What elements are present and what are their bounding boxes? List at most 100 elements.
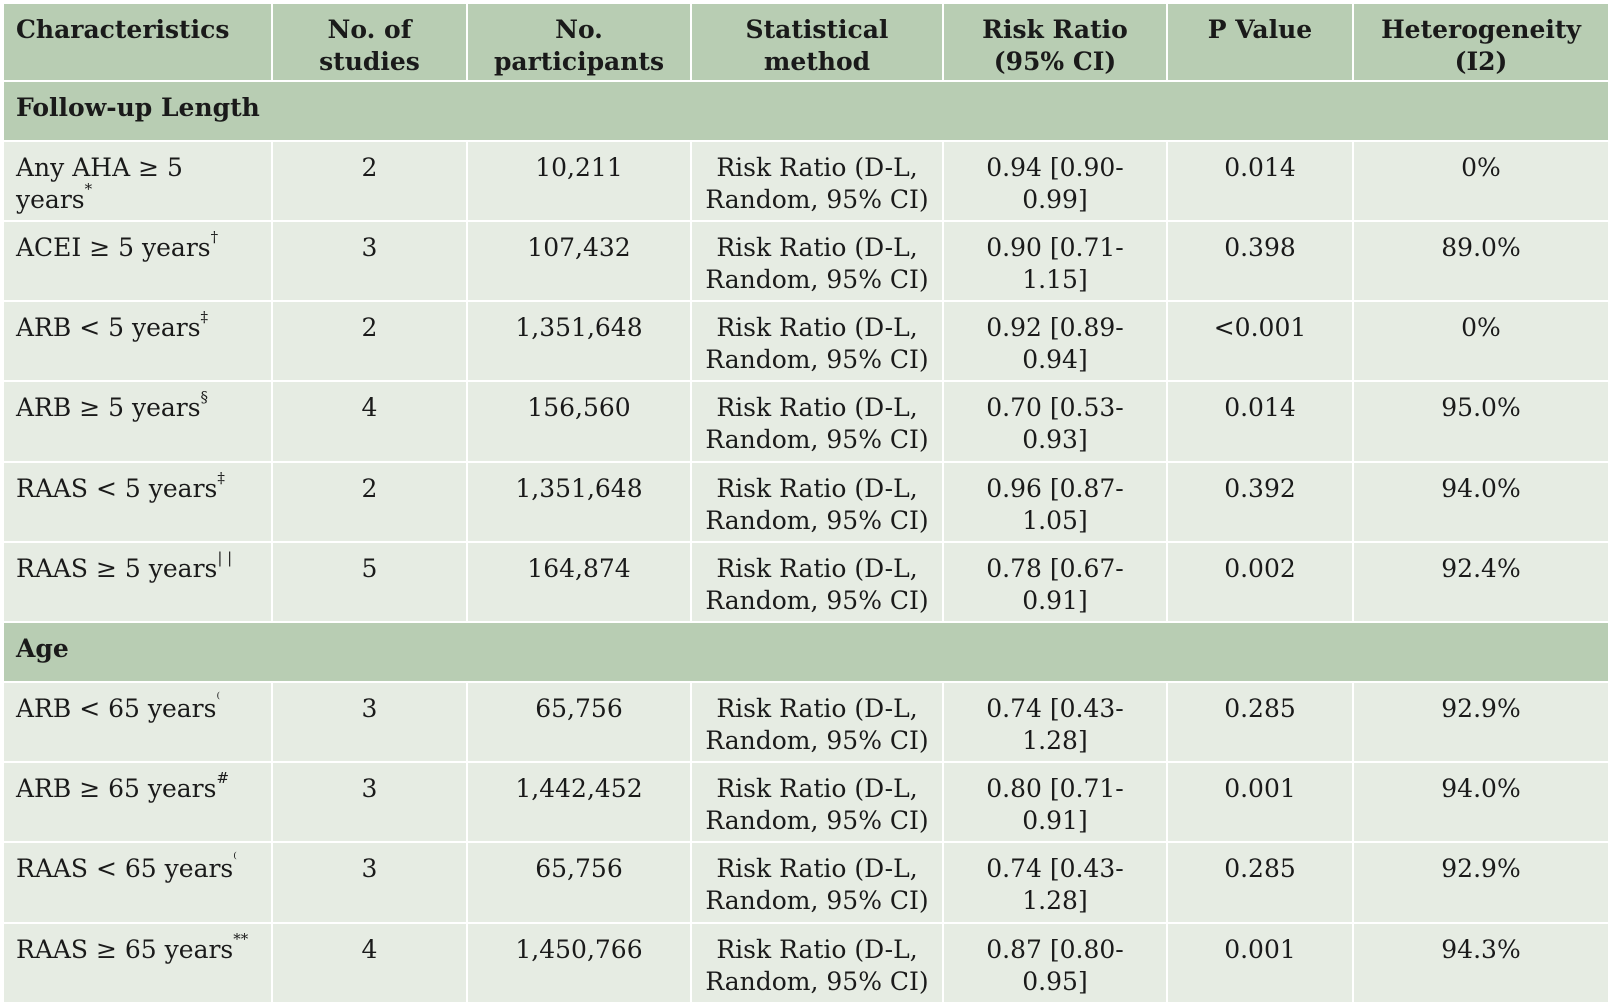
cell-no-of-studies: 4 xyxy=(271,921,468,1005)
table-row: RAAS ≥ 5 years| | 5 164,874 Risk Ratio (D-L… xyxy=(2,540,1610,624)
cell-no-participants: 65,756 xyxy=(466,841,692,924)
cell-characteristic: ARB < 5 years‡ xyxy=(2,300,273,383)
header-p-value: P Value xyxy=(1166,2,1354,82)
cell-heterogeneity: 0% xyxy=(1352,139,1610,222)
cell-characteristic: ARB ≥ 65 years# xyxy=(2,761,273,844)
cell-p-value: 0.001 xyxy=(1166,761,1354,844)
cell-statistical-method: Risk Ratio (D-L, Random, 95% CI) xyxy=(690,841,944,924)
footnote-mark: ‡ xyxy=(200,308,209,327)
cell-no-of-studies: 2 xyxy=(271,460,468,543)
cell-risk-ratio: 0.74 [0.43-1.28] xyxy=(942,841,1168,924)
header-risk-ratio: Risk Ratio (95% CI) xyxy=(942,2,1168,82)
characteristic-label: RAAS ≥ 5 years xyxy=(16,553,218,583)
footnote-mark: | | xyxy=(217,548,233,567)
cell-no-participants: 164,874 xyxy=(466,540,692,624)
cell-no-of-studies: 4 xyxy=(271,380,468,463)
characteristic-label: RAAS < 5 years xyxy=(16,473,218,503)
cell-no-participants: 1,351,648 xyxy=(466,300,692,383)
cell-heterogeneity: 0% xyxy=(1352,300,1610,383)
characteristic-label: ARB ≥ 65 years xyxy=(16,774,217,804)
cell-risk-ratio: 0.80 [0.71-0.91] xyxy=(942,761,1168,844)
cell-no-of-studies: 5 xyxy=(271,540,468,624)
cell-no-participants: 107,432 xyxy=(466,219,692,303)
cell-statistical-method: Risk Ratio (D-L, Random, 95% CI) xyxy=(690,300,944,383)
cell-p-value: 0.392 xyxy=(1166,460,1354,543)
cell-p-value: 0.285 xyxy=(1166,680,1354,764)
header-characteristics: Characteristics xyxy=(2,2,273,82)
cell-heterogeneity: 92.9% xyxy=(1352,841,1610,924)
footnote-mark: ⁽ xyxy=(233,849,237,868)
header-heterogeneity: Heterogeneity (I2) xyxy=(1352,2,1610,82)
table-row: RAAS ≥ 65 years** 4 1,450,766 Risk Ratio (D… xyxy=(2,921,1610,1005)
cell-no-of-studies: 2 xyxy=(271,139,468,222)
section-title: Age xyxy=(2,621,1610,683)
cell-heterogeneity: 92.9% xyxy=(1352,680,1610,764)
table-row: RAAS < 65 years⁽ 3 65,756 Risk Ratio (D-L, … xyxy=(2,841,1610,924)
header-no-of-studies: No. of studies xyxy=(271,2,468,82)
cell-risk-ratio: 0.94 [0.90-0.99] xyxy=(942,139,1168,222)
cell-statistical-method: Risk Ratio (D-L, Random, 95% CI) xyxy=(690,139,944,222)
table-row: RAAS < 5 years‡ 2 1,351,648 Risk Ratio (D-L… xyxy=(2,460,1610,543)
cell-no-of-studies: 3 xyxy=(271,219,468,303)
characteristic-label: ARB ≥ 5 years xyxy=(16,393,201,423)
cell-no-of-studies: 3 xyxy=(271,761,468,844)
characteristic-label: ARB < 65 years xyxy=(16,693,217,723)
cell-characteristic: RAAS < 65 years⁽ xyxy=(2,841,273,924)
cell-no-of-studies: 2 xyxy=(271,300,468,383)
cell-risk-ratio: 0.70 [0.53-0.93] xyxy=(942,380,1168,463)
table-body: Follow-up Length Any AHA ≥ 5 years* 2 10,21… xyxy=(2,80,1610,1005)
cell-p-value: 0.285 xyxy=(1166,841,1354,924)
footnote-mark: * xyxy=(84,179,93,198)
table-row: ARB < 65 years⁽ 3 65,756 Risk Ratio (D-L, R… xyxy=(2,680,1610,764)
cell-statistical-method: Risk Ratio (D-L, Random, 95% CI) xyxy=(690,219,944,303)
cell-p-value: 0.014 xyxy=(1166,380,1354,463)
footnote-mark: § xyxy=(200,388,209,407)
characteristic-label: RAAS ≥ 65 years xyxy=(16,934,234,964)
cell-risk-ratio: 0.74 [0.43-1.28] xyxy=(942,680,1168,764)
cell-characteristic: ACEI ≥ 5 years† xyxy=(2,219,273,303)
cell-p-value: <0.001 xyxy=(1166,300,1354,383)
cell-no-participants: 1,351,648 xyxy=(466,460,692,543)
cell-characteristic: RAAS ≥ 5 years| | xyxy=(2,540,273,624)
cell-statistical-method: Risk Ratio (D-L, Random, 95% CI) xyxy=(690,761,944,844)
cell-risk-ratio: 0.92 [0.89-0.94] xyxy=(942,300,1168,383)
cell-heterogeneity: 95.0% xyxy=(1352,380,1610,463)
cell-risk-ratio: 0.96 [0.87-1.05] xyxy=(942,460,1168,543)
cell-heterogeneity: 94.3% xyxy=(1352,921,1610,1005)
section-row: Follow-up Length xyxy=(2,80,1610,142)
table-row: ARB ≥ 65 years# 3 1,442,452 Risk Ratio (D-L… xyxy=(2,761,1610,844)
cell-characteristic: Any AHA ≥ 5 years* xyxy=(2,139,273,222)
cell-heterogeneity: 94.0% xyxy=(1352,761,1610,844)
cell-no-participants: 1,450,766 xyxy=(466,921,692,1005)
cell-p-value: 0.002 xyxy=(1166,540,1354,624)
cell-no-of-studies: 3 xyxy=(271,680,468,764)
cell-heterogeneity: 92.4% xyxy=(1352,540,1610,624)
cell-no-participants: 156,560 xyxy=(466,380,692,463)
section-title: Follow-up Length xyxy=(2,80,1610,142)
cell-characteristic: RAAS < 5 years‡ xyxy=(2,460,273,543)
cell-risk-ratio: 0.87 [0.80-0.95] xyxy=(942,921,1168,1005)
footnote-mark: ** xyxy=(233,929,249,948)
characteristic-label: ACEI ≥ 5 years xyxy=(16,232,211,262)
header-row: Characteristics No. of studies No. parti… xyxy=(2,2,1610,82)
cell-no-participants: 1,442,452 xyxy=(466,761,692,844)
table-row: ARB < 5 years‡ 2 1,351,648 Risk Ratio (D-L,… xyxy=(2,300,1610,383)
header-statistical-method: Statistical method xyxy=(690,2,944,82)
footnote-mark: ‡ xyxy=(217,468,225,487)
characteristic-label: Any AHA ≥ 5 years xyxy=(16,152,183,214)
cell-no-participants: 65,756 xyxy=(466,680,692,764)
cell-heterogeneity: 89.0% xyxy=(1352,219,1610,303)
cell-characteristic: ARB ≥ 5 years§ xyxy=(2,380,273,463)
cell-p-value: 0.001 xyxy=(1166,921,1354,1005)
cell-characteristic: RAAS ≥ 65 years** xyxy=(2,921,273,1005)
footnote-mark: ⁽ xyxy=(216,688,221,707)
cell-risk-ratio: 0.78 [0.67-0.91] xyxy=(942,540,1168,624)
table-row: ARB ≥ 5 years§ 4 156,560 Risk Ratio (D-L, R… xyxy=(2,380,1610,463)
cell-p-value: 0.014 xyxy=(1166,139,1354,222)
cell-no-participants: 10,211 xyxy=(466,139,692,222)
cell-characteristic: ARB < 65 years⁽ xyxy=(2,680,273,764)
header-no-participants: No. participants xyxy=(466,2,692,82)
characteristic-label: ARB < 5 years xyxy=(16,313,201,343)
cell-statistical-method: Risk Ratio (D-L, Random, 95% CI) xyxy=(690,921,944,1005)
section-row: Age xyxy=(2,621,1610,683)
